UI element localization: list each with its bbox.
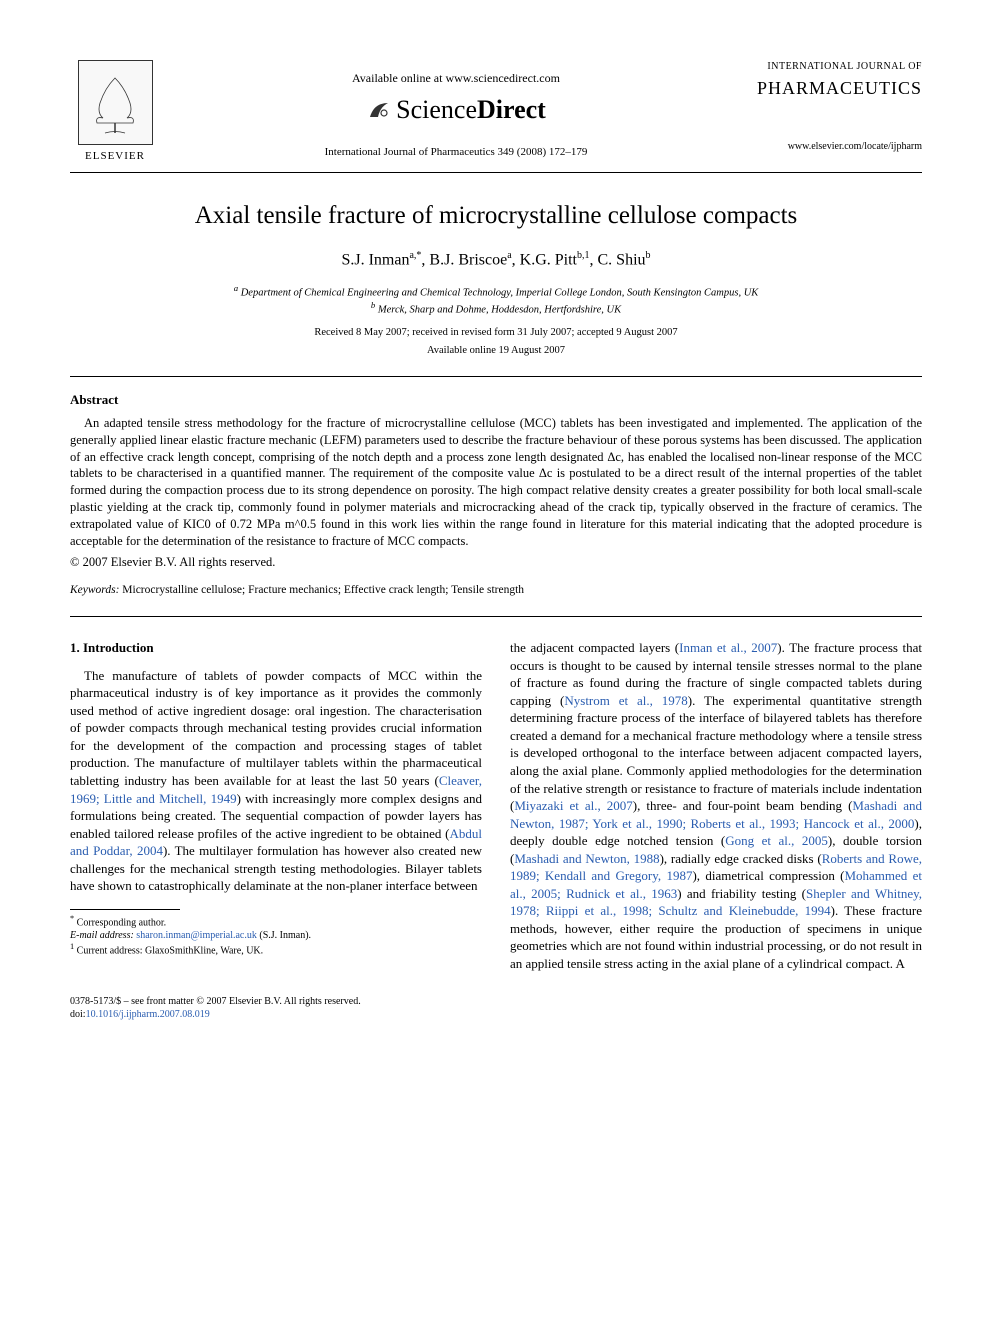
- author-3: , K.G. Pitt: [512, 251, 577, 268]
- pharmaceutics-label: PHARMACEUTICS: [752, 76, 922, 100]
- author-2: , B.J. Briscoe: [421, 251, 507, 268]
- journal-brand-block: INTERNATIONAL JOURNAL OF PHARMACEUTICS w…: [752, 60, 922, 153]
- footnote-email: E-mail address: sharon.inman@imperial.ac…: [70, 929, 482, 942]
- doi-link[interactable]: 10.1016/j.ijpharm.2007.08.019: [86, 1009, 210, 1020]
- abstract-bottom-rule: [70, 616, 922, 617]
- locate-url: www.elsevier.com/locate/ijpharm: [752, 140, 922, 154]
- keywords-text: Microcrystalline cellulose; Fracture mec…: [119, 584, 524, 596]
- intl-journal-label: INTERNATIONAL JOURNAL OF: [752, 60, 922, 74]
- affiliation-b: b Merck, Sharp and Dohme, Hoddesdon, Her…: [70, 300, 922, 318]
- abstract-top-rule: [70, 376, 922, 377]
- elsevier-tree-logo: [78, 60, 153, 145]
- affiliation-a: a Department of Chemical Engineering and…: [70, 283, 922, 301]
- column-right: the adjacent compacted layers (Inman et …: [510, 639, 922, 972]
- elsevier-block: ELSEVIER: [70, 60, 160, 164]
- column-left: 1. Introduction The manufacture of table…: [70, 639, 482, 972]
- abstract-body: An adapted tensile stress methodology fo…: [70, 415, 922, 550]
- keywords-label: Keywords:: [70, 584, 119, 596]
- available-online-text: Available online at www.sciencedirect.co…: [160, 70, 752, 86]
- footnote-corresponding: * Corresponding author.: [70, 914, 482, 929]
- center-header: Available online at www.sciencedirect.co…: [160, 60, 752, 160]
- citation-link[interactable]: Inman et al., 2007: [679, 640, 777, 655]
- received-dates: Received 8 May 2007; received in revised…: [70, 326, 922, 340]
- citation-link[interactable]: Miyazaki et al., 2007: [514, 798, 632, 813]
- abstract-heading: Abstract: [70, 391, 922, 409]
- doi-line: doi:10.1016/j.ijpharm.2007.08.019: [70, 1008, 922, 1021]
- sd-swoosh-icon: [366, 97, 392, 123]
- tree-icon: [85, 68, 145, 138]
- bottom-metadata: 0378-5173/$ – see front matter © 2007 El…: [70, 995, 922, 1021]
- journal-reference: International Journal of Pharmaceutics 3…: [160, 145, 752, 160]
- author-1: S.J. Inman: [341, 251, 409, 268]
- citation-link[interactable]: Mashadi and Newton, 1988: [514, 851, 659, 866]
- keywords-line: Keywords: Microcrystalline cellulose; Fr…: [70, 583, 922, 599]
- sciencedirect-logo: ScienceDirect: [160, 92, 752, 127]
- citation-link[interactable]: Gong et al., 2005: [725, 833, 828, 848]
- section-1-heading: 1. Introduction: [70, 639, 482, 657]
- online-date: Available online 19 August 2007: [70, 344, 922, 358]
- author-1-affil: a,*: [409, 250, 421, 261]
- author-list: S.J. Inmana,*, B.J. Briscoea, K.G. Pittb…: [70, 249, 922, 271]
- elsevier-label: ELSEVIER: [70, 149, 160, 164]
- citation-link[interactable]: Nystrom et al., 1978: [564, 693, 687, 708]
- issn-line: 0378-5173/$ – see front matter © 2007 El…: [70, 995, 922, 1008]
- intro-paragraph-left: The manufacture of tablets of powder com…: [70, 667, 482, 895]
- footnote-rule: [70, 909, 180, 910]
- page-header: ELSEVIER Available online at www.science…: [70, 60, 922, 164]
- author-3-affil: b,1: [577, 250, 590, 261]
- article-title: Axial tensile fracture of microcrystalli…: [70, 199, 922, 233]
- footnote-current-address: 1 Current address: GlaxoSmithKline, Ware…: [70, 942, 482, 957]
- author-4-affil: b: [646, 250, 651, 261]
- sd-wordmark: ScienceDirect: [396, 92, 546, 127]
- intro-paragraph-right: the adjacent compacted layers (Inman et …: [510, 639, 922, 972]
- email-link[interactable]: sharon.inman@imperial.ac.uk: [136, 930, 257, 941]
- affiliations: a Department of Chemical Engineering and…: [70, 283, 922, 318]
- header-rule: [70, 172, 922, 173]
- author-4: , C. Shiu: [590, 251, 646, 268]
- abstract-copyright: © 2007 Elsevier B.V. All rights reserved…: [70, 554, 922, 571]
- body-columns: 1. Introduction The manufacture of table…: [70, 639, 922, 972]
